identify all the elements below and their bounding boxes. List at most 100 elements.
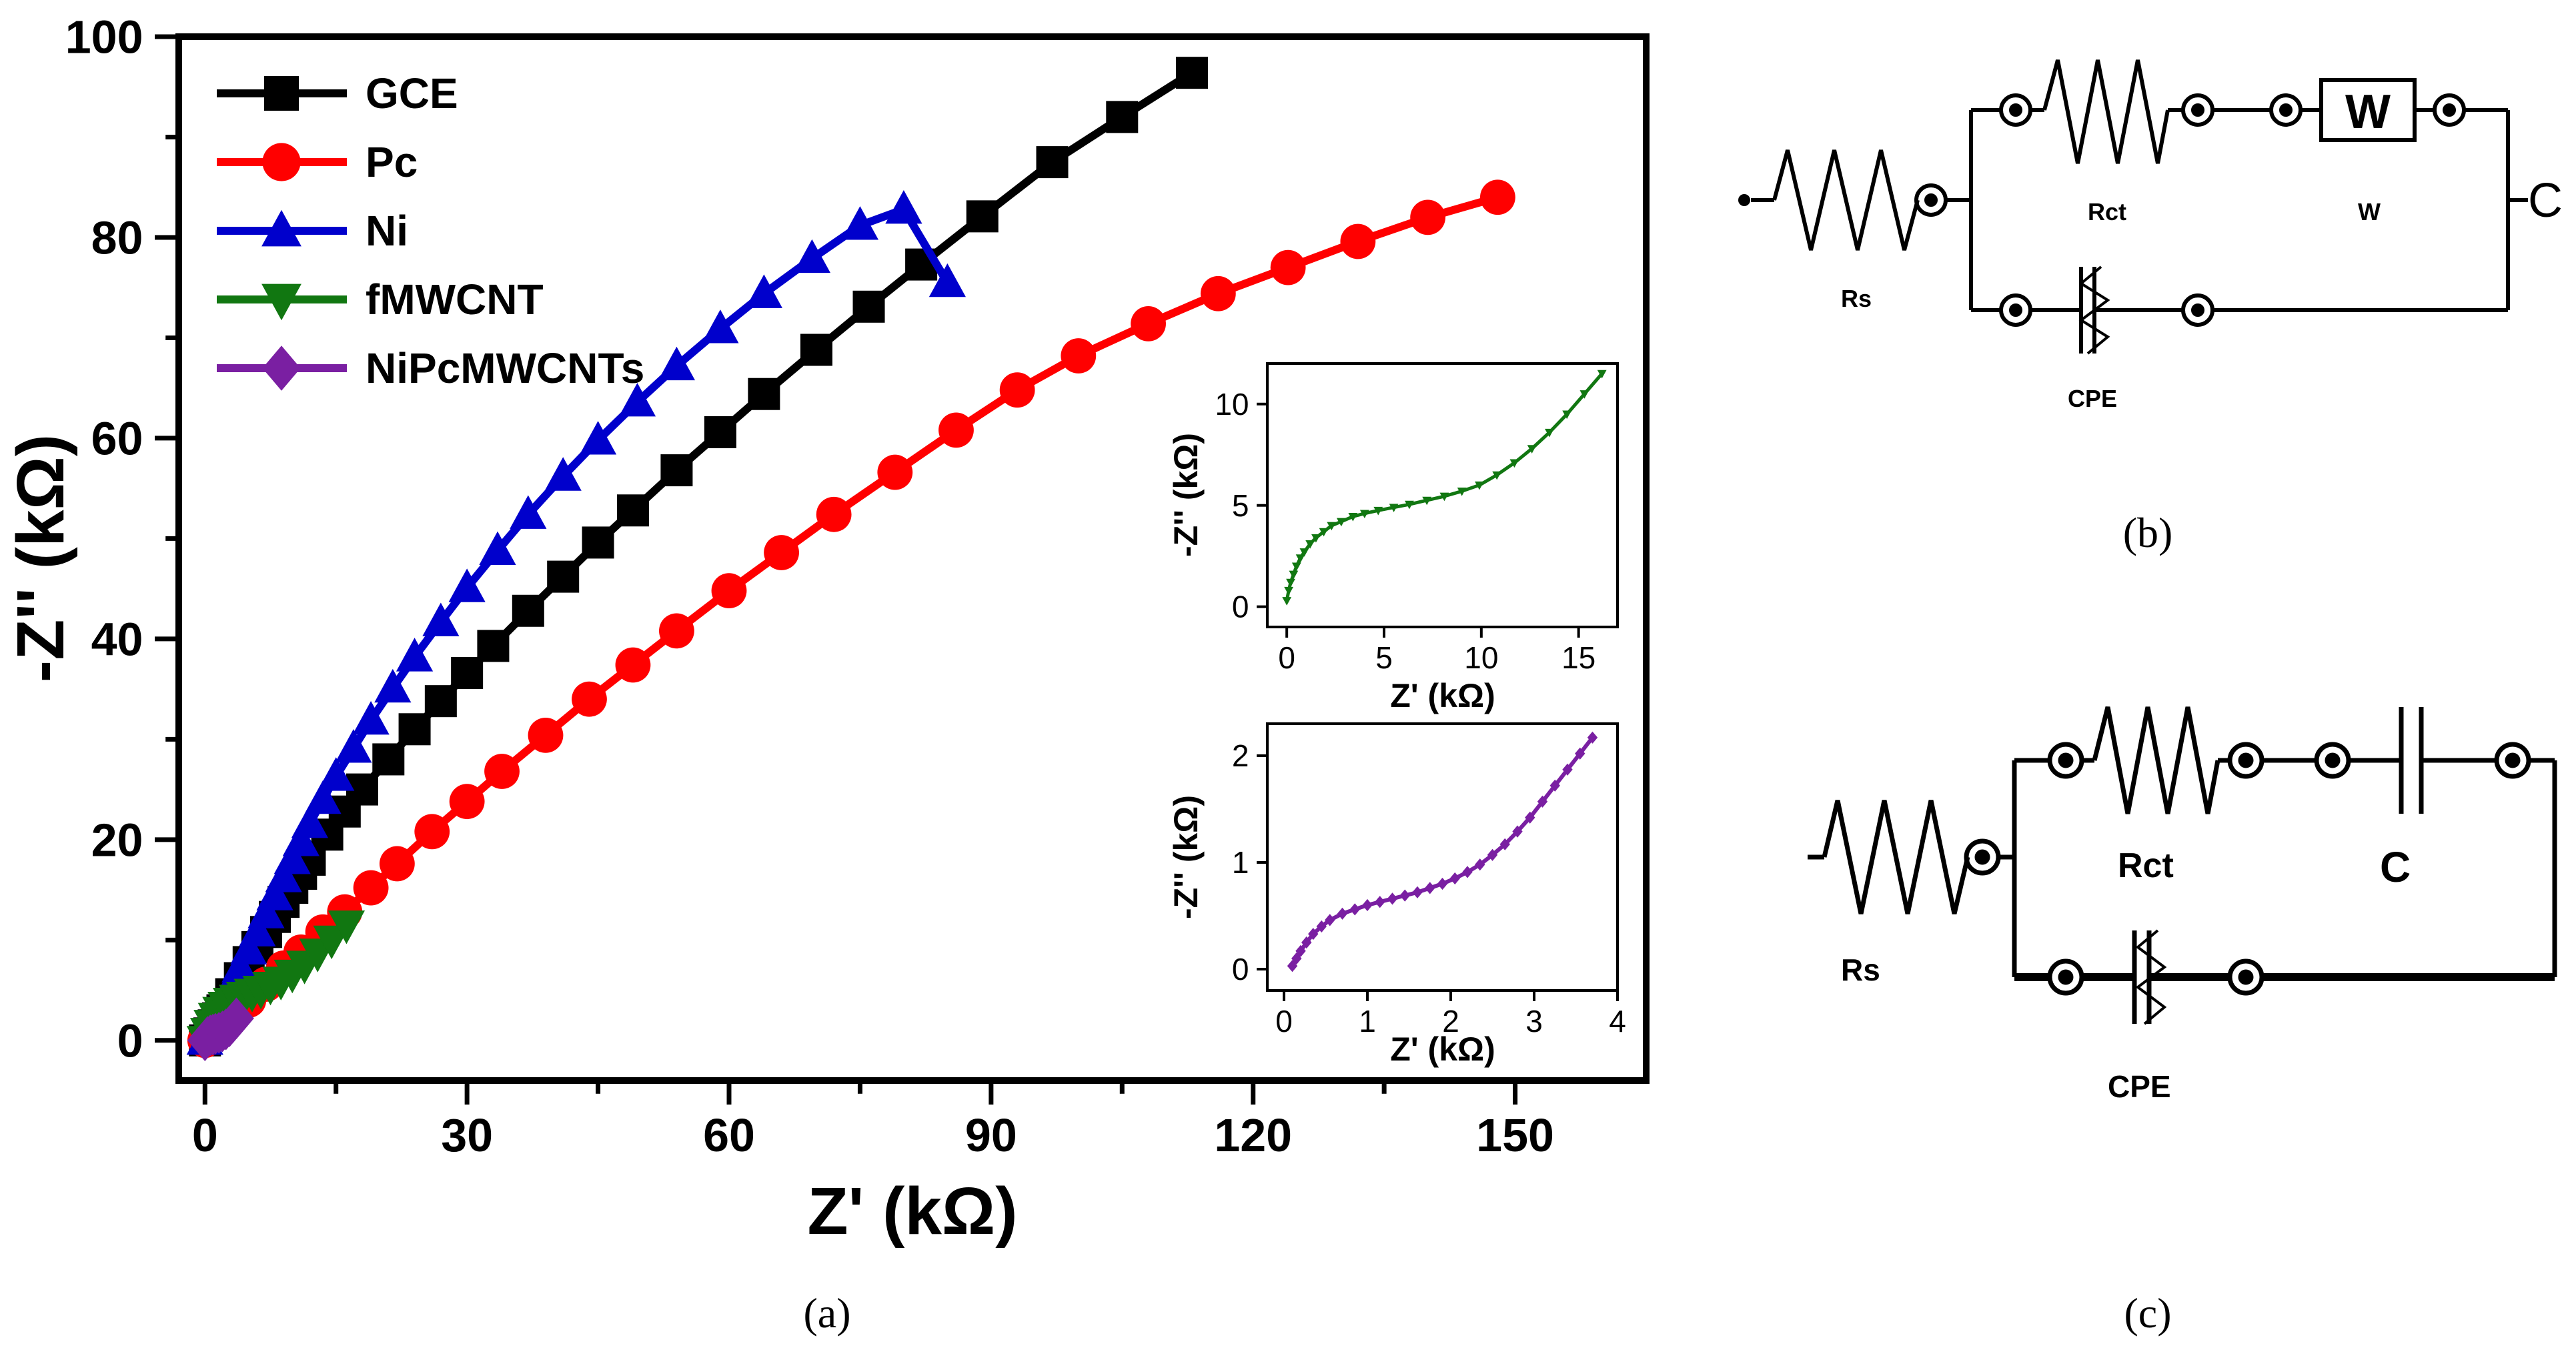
data-point-pc <box>572 681 607 717</box>
x-tick-label: 90 <box>965 1109 1017 1161</box>
x-tick-label: 0 <box>1275 1004 1293 1039</box>
y-tick-label: 100 <box>65 11 143 63</box>
series-line-gce <box>201 69 1195 1043</box>
data-point-gce <box>748 378 780 410</box>
data-point-nipcmwcnts <box>219 997 254 1039</box>
data-point-ni <box>291 804 329 838</box>
data-point-gce <box>704 416 736 448</box>
x-tick-label: 3 <box>1525 1004 1543 1039</box>
data-point-nipcmwcnts <box>1295 944 1306 957</box>
circuit-b-rs-label: Rs <box>1841 285 1872 312</box>
data-point-gce <box>424 685 457 718</box>
data-point-pc <box>353 870 389 906</box>
data-point-nipcmwcnts <box>1308 928 1319 940</box>
data-point-gce <box>1176 57 1209 89</box>
y-tick-label: 10 <box>1215 387 1249 422</box>
data-point-nipcmwcnts <box>1587 731 1598 744</box>
data-point-nipcmwcnts <box>1387 892 1398 905</box>
data-point-fmwcnt <box>1291 562 1301 572</box>
data-point-pc <box>711 573 747 609</box>
data-point-fmwcnt <box>1545 428 1554 438</box>
data-point-nipcmwcnts <box>1449 872 1460 885</box>
data-point-pc <box>1131 305 1166 342</box>
inset1-x-title: Z' (kΩ) <box>1390 677 1495 714</box>
inset1-y-title: -Z'' (kΩ) <box>1167 433 1205 557</box>
y-tick-label: 5 <box>1232 488 1249 523</box>
data-point-fmwcnt <box>1475 481 1484 490</box>
series-line-fmwcnt <box>1285 372 1603 601</box>
data-point-fmwcnt <box>1295 554 1305 563</box>
data-point-nipcmwcnts <box>1325 914 1335 926</box>
y-tick-label: 1 <box>1232 845 1249 880</box>
panel-a-label: (a) <box>803 1289 850 1337</box>
data-point-ni <box>928 263 966 297</box>
data-point-nipcmwcnts <box>1425 882 1435 894</box>
y-tick-label: 0 <box>117 1015 143 1067</box>
data-point-nipcmwcnts <box>1375 896 1385 908</box>
inset1-frame <box>1266 362 1619 628</box>
data-point-nipcmwcnts <box>1499 838 1510 850</box>
data-point-fmwcnt <box>1439 492 1449 502</box>
data-point-pc <box>1200 275 1236 311</box>
x-tick-label: 15 <box>1561 640 1595 675</box>
data-point-fmwcnt <box>328 910 366 944</box>
x-axis-title: Z' (kΩ) <box>807 1174 1017 1249</box>
data-point-ni <box>221 948 259 983</box>
data-point-ni <box>479 531 516 566</box>
circuit-b-end-label: C <box>2528 174 2563 227</box>
x-tick-label: 0 <box>1278 640 1295 675</box>
data-point-pc <box>414 814 450 850</box>
data-point-ni <box>579 421 617 455</box>
data-point-pc <box>1061 338 1097 374</box>
data-point-pc <box>764 535 799 570</box>
data-point-nipcmwcnts <box>1362 898 1373 912</box>
data-point-fmwcnt <box>1289 570 1299 580</box>
data-point-pc <box>1479 179 1515 215</box>
data-point-fmwcnt <box>1299 548 1309 557</box>
data-point-pc <box>1340 223 1376 259</box>
data-point-fmwcnt <box>1597 370 1607 379</box>
data-point-pc <box>659 613 694 649</box>
data-point-ni <box>374 668 412 703</box>
data-point-ni <box>658 346 696 381</box>
data-point-fmwcnt <box>1509 459 1519 468</box>
data-point-nipcmwcnts <box>1562 763 1573 776</box>
x-tick-label: 0 <box>192 1109 218 1161</box>
data-point-ni <box>273 840 311 874</box>
circuit-c-rs-label: Rs <box>1841 952 1880 987</box>
inset2-x-title: Z' (kΩ) <box>1390 1031 1495 1068</box>
y-tick-label: 2 <box>1232 738 1249 773</box>
circuit-c-rct-label: Rct <box>2118 846 2174 885</box>
data-point-pc <box>528 717 564 753</box>
data-point-pc <box>877 454 913 490</box>
data-point-ni <box>247 894 285 928</box>
data-point-ni <box>265 858 302 892</box>
data-point-nipcmwcnts <box>1399 889 1410 902</box>
data-point-nipcmwcnts <box>1301 936 1312 949</box>
rs-resistor-c <box>1822 800 1970 914</box>
circuit-c-c-label: C <box>2380 843 2411 891</box>
data-point-fmwcnt <box>1579 390 1589 399</box>
data-point-ni <box>510 495 547 529</box>
main-plot-frame <box>175 33 1650 1084</box>
x-tick-label: 4 <box>1609 1004 1626 1039</box>
x-tick-label: 10 <box>1464 640 1498 675</box>
data-point-fmwcnt <box>1527 445 1537 454</box>
data-point-pc <box>379 846 415 882</box>
data-point-ni <box>304 780 342 814</box>
data-point-pc <box>449 784 485 820</box>
data-point-ni <box>702 309 739 344</box>
data-point-gce <box>512 594 544 627</box>
circuit-b-cpe-label: CPE <box>2068 385 2117 412</box>
data-point-fmwcnt <box>1405 500 1414 510</box>
data-point-ni <box>544 457 582 491</box>
circuit-c-cpe-label: CPE <box>2108 1069 2171 1104</box>
rs-resistor <box>1772 149 1920 251</box>
data-point-nipcmwcnts <box>1475 858 1485 871</box>
legend-label-ni: Ni <box>366 207 408 255</box>
data-point-gce <box>966 200 999 233</box>
series-line-nipcmwcnts <box>1290 736 1594 967</box>
data-point-gce <box>547 560 580 593</box>
inset-nipcmwcnts-chart: 0 1 2 3 4 0 1 2 Z' (kΩ) -Z'' (kΩ) <box>1167 722 1626 1068</box>
data-point-ni <box>317 757 355 791</box>
